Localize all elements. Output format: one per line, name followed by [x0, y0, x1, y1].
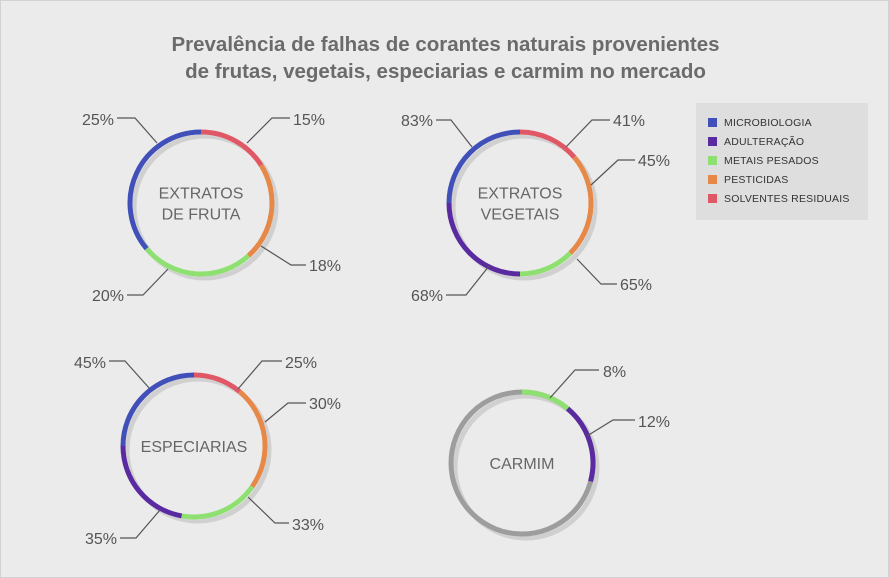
legend-item-pesticidas: PESTICIDAS — [708, 174, 788, 188]
segment-microbiologia — [120, 372, 195, 447]
data-label-solventes-residuais: 15% — [293, 112, 325, 129]
data-label-adulteracao: 68% — [411, 288, 443, 305]
leader-line — [237, 360, 282, 390]
data-label-microbiologia: 83% — [401, 113, 433, 130]
donut-shadow-ring — [131, 133, 279, 281]
segment-solventes-residuais — [193, 372, 242, 394]
legend-swatch — [708, 118, 717, 127]
data-label-metais-pesados: 33% — [292, 517, 324, 534]
leader-line — [246, 117, 290, 144]
legend-item-microbiologia: MICROBIOLOGIA — [708, 117, 812, 131]
leader-line — [109, 360, 151, 390]
donut-carmim: 8% 12% CARMIM — [448, 364, 670, 541]
chart-title: Prevalência de falhas de corantes natura… — [1, 31, 889, 85]
segment-metais-pesados — [519, 251, 572, 277]
donut-shadow-ring — [452, 393, 600, 541]
leader-line — [264, 402, 306, 423]
leader-line — [565, 119, 610, 148]
data-label-microbiologia: 25% — [82, 112, 114, 129]
leader-line — [117, 117, 158, 144]
donut-shadow-ring — [124, 376, 272, 524]
data-label-solventes-residuais: 25% — [285, 355, 317, 372]
legend-label: ADULTERAÇÃO — [724, 136, 805, 148]
segment-pesticidas — [246, 164, 275, 258]
leader-line — [260, 245, 306, 266]
legend-swatch — [708, 137, 717, 146]
segment-microbiologia — [446, 129, 521, 204]
data-label-metais-pesados: 8% — [603, 364, 626, 381]
legend-label: SOLVENTES RESIDUAIS — [724, 193, 850, 205]
leader-line — [127, 268, 169, 296]
data-label-pesticidas: 18% — [309, 258, 341, 275]
leader-line — [247, 496, 289, 524]
leader-line — [120, 509, 161, 539]
donut-especiarias: 25% 30% 33% 35% 45% ESPECIARIAS — [74, 355, 341, 548]
donut-center-label: EXTRATOS — [159, 186, 244, 203]
legend-label: PESTICIDAS — [724, 174, 789, 186]
leader-line — [576, 258, 617, 285]
legend-item-metais-pesados: METAIS PESADOS — [708, 155, 819, 169]
data-label-microbiologia: 45% — [74, 355, 106, 372]
data-label-adulteracao: 12% — [638, 414, 670, 431]
donut-extratos-de-fruta: 15% 18% 20% 25% EXTRATOS DE FRUTA — [82, 112, 341, 305]
segment-microbiologia — [127, 129, 202, 251]
donut-center-label: VEGETAIS — [481, 207, 560, 224]
leader-line — [586, 419, 635, 437]
data-label-metais-pesados: 65% — [620, 277, 652, 294]
legend-label: METAIS PESADOS — [724, 155, 819, 167]
legend: MICROBIOLOGIA ADULTERAÇÃO METAIS PESADOS PE… — [696, 103, 868, 220]
chart-title-line-2: de frutas, vegetais, especiarias e carmi… — [185, 60, 706, 83]
segment-metais-pesados — [144, 247, 251, 277]
legend-item-adulteracao: ADULTERAÇÃO — [708, 136, 804, 150]
segment-solventes-residuais — [200, 129, 264, 167]
chart-title-line-1: Prevalência de falhas de corantes natura… — [171, 33, 720, 56]
legend-swatch — [708, 194, 717, 203]
segment-adulteracao — [446, 202, 521, 277]
segment-adulteracao — [566, 406, 596, 483]
leader-line — [590, 159, 635, 186]
donut-center-label: EXTRATOS — [478, 186, 563, 203]
leader-line — [549, 369, 599, 399]
data-label-adulteracao: 35% — [85, 531, 117, 548]
leader-line — [446, 265, 490, 296]
donut-extratos-vegetais: 41% 45% 65% 68% 83% EXTRATOS VEGETAIS — [401, 113, 670, 305]
segment-pesticidas — [568, 155, 594, 255]
data-label-pesticidas: 30% — [309, 396, 341, 413]
donut-shadow-ring — [450, 133, 598, 281]
segment-adulteracao — [120, 445, 183, 519]
segment-metais-pesados — [521, 389, 570, 411]
data-label-solventes-residuais: 41% — [613, 113, 645, 130]
data-label-metais-pesados: 20% — [92, 288, 124, 305]
donut-center-label: CARMIM — [490, 456, 555, 473]
segment-metais-pesados — [181, 485, 255, 520]
legend-label: MICROBIOLOGIA — [724, 117, 812, 129]
data-label-pesticidas: 45% — [638, 153, 670, 170]
legend-swatch — [708, 175, 717, 184]
segment-pesticidas — [238, 389, 268, 489]
segment-solventes-residuais — [519, 129, 577, 160]
donut-center-label: ESPECIARIAS — [141, 439, 248, 456]
legend-swatch — [708, 156, 717, 165]
leader-line — [436, 119, 473, 148]
legend-item-solventes-residuais: SOLVENTES RESIDUAIS — [708, 193, 850, 207]
donut-center-label: DE FRUTA — [162, 207, 241, 224]
